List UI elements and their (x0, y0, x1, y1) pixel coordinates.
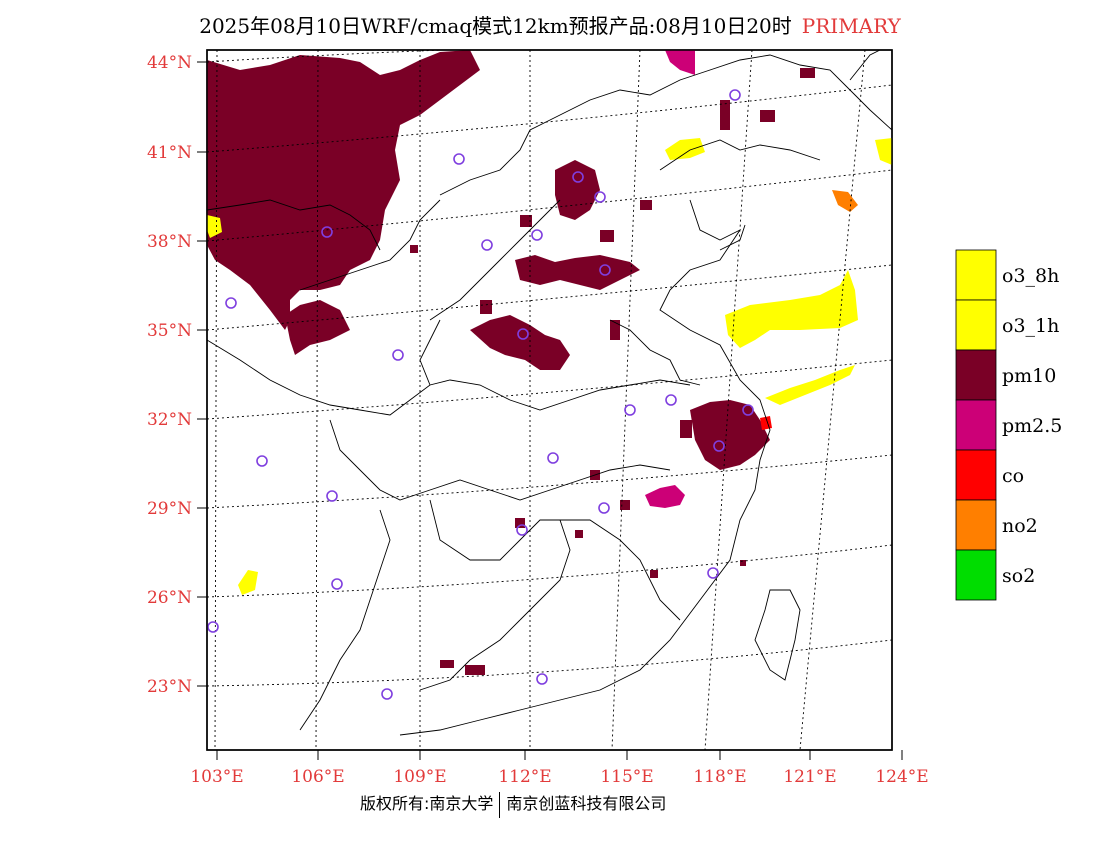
latitude-labels: 44°N 41°N 38°N 35°N 32°N 29°N 26°N 23°N (147, 53, 207, 697)
map-title: 2025年08月10日WRF/cmaq模式12km预报产品:08月10日20时 P… (0, 10, 1100, 39)
monitoring-stations (207, 89, 754, 700)
o3-region-east-sea (765, 365, 855, 405)
lat-label: 32°N (147, 410, 192, 430)
legend-label: o3_8h (1002, 265, 1059, 287)
lat-label: 29°N (147, 499, 192, 519)
lon-label: 106°E (291, 767, 344, 787)
lon-label: 109°E (393, 767, 446, 787)
o3-region-west (207, 215, 222, 238)
legend-label: o3_1h (1002, 315, 1059, 337)
province-boundaries (207, 50, 892, 736)
title-main: 2025年08月10日WRF/cmaq模式12km预报产品:08月10日20时 (199, 14, 792, 38)
lon-label: 115°E (600, 767, 653, 787)
pm10-region-yangtze (690, 400, 770, 470)
pm25-region-east (645, 485, 685, 508)
pm25-region-north (665, 50, 695, 75)
longitude-labels: 103°E 106°E 109°E 112°E 115°E 118°E 121°E 124°E (190, 750, 929, 787)
o3-region-yellow-sea (725, 270, 858, 348)
lat-label: 26°N (147, 588, 192, 608)
copyright-footer: 版权所有:南京大学 南京创蓝科技有限公司 (360, 790, 666, 818)
legend-swatch (955, 499, 997, 551)
lat-label: 35°N (147, 321, 192, 341)
lat-label: 23°N (147, 677, 192, 697)
pm10-region-north-china (515, 255, 640, 290)
legend-swatch (955, 299, 997, 351)
lon-label: 112°E (498, 767, 551, 787)
title-tag: PRIMARY (801, 14, 901, 38)
no2-region-coast (832, 190, 858, 212)
legend-label: pm2.5 (1002, 415, 1062, 437)
pm10-region-northwest (207, 50, 480, 330)
lon-label: 121°E (783, 767, 836, 787)
pm10-region-central (470, 315, 570, 370)
graticule (207, 50, 892, 750)
lat-label: 38°N (147, 232, 192, 252)
legend-swatch (955, 549, 997, 601)
legend-label: so2 (1002, 565, 1035, 587)
legend-swatch (955, 449, 997, 501)
copyright-company: 南京创蓝科技有限公司 (506, 794, 667, 813)
lat-label: 41°N (147, 143, 192, 163)
pm10-region-east (555, 160, 600, 220)
o3-region-northeast (875, 138, 892, 165)
copyright-owner: 版权所有:南京大学 (360, 794, 494, 813)
lon-label: 124°E (875, 767, 928, 787)
legend-label: pm10 (1002, 365, 1056, 387)
legend-swatch (955, 399, 997, 451)
lat-label: 44°N (147, 53, 192, 73)
legend-label: no2 (1002, 515, 1038, 537)
legend-swatch (955, 249, 997, 301)
legend: o3_8h o3_1h pm10 pm2.5 co no2 so2 (955, 249, 1062, 601)
legend-label: co (1002, 465, 1024, 487)
o3-region-southwest (238, 570, 258, 595)
lon-label: 103°E (190, 767, 243, 787)
lon-label: 118°E (693, 767, 746, 787)
o3-region-bohai (665, 138, 705, 160)
pm10-region-northwest-lower (285, 300, 350, 355)
legend-swatch (955, 349, 997, 401)
footer-separator (499, 791, 501, 818)
